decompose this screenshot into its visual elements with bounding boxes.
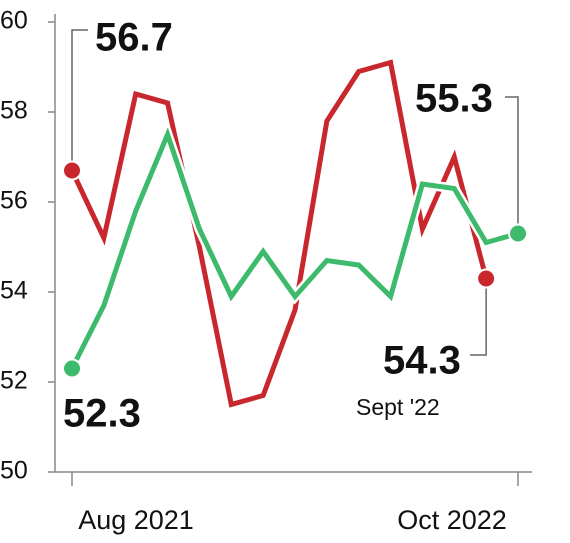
end-marker — [476, 268, 497, 289]
y-tick-label: 52 — [0, 367, 28, 395]
y-tick-label: 60 — [0, 7, 28, 35]
data-label: 54.3 — [383, 339, 461, 383]
end-marker — [62, 160, 82, 181]
leader-line — [505, 96, 519, 224]
leader-line — [71, 29, 88, 161]
y-tick-label: 58 — [0, 97, 28, 125]
y-tick-label: 56 — [0, 187, 28, 215]
data-label: 52.3 — [63, 392, 141, 436]
end-marker — [508, 223, 528, 244]
annotation: Sept '22 — [356, 394, 440, 420]
x-tick-label: Aug 2021 — [78, 505, 194, 535]
x-tick-label: Oct 2022 — [397, 505, 507, 535]
leader-line — [470, 288, 487, 356]
end-marker — [62, 358, 82, 379]
line — [69, 127, 519, 370]
data-label: 56.7 — [95, 16, 173, 60]
y-tick-label: 54 — [0, 277, 28, 305]
y-tick-label: 50 — [0, 457, 28, 485]
data-label: 55.3 — [415, 77, 493, 121]
